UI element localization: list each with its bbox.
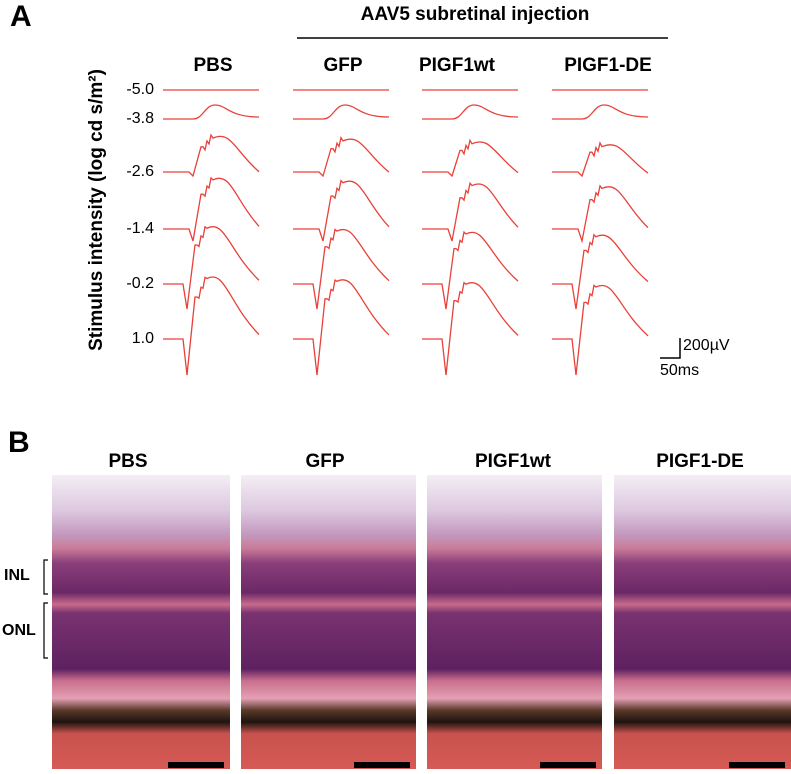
erg-trace [422, 138, 519, 178]
panel-label: A [10, 0, 32, 33]
histology-image [427, 475, 602, 769]
intensity-label: -2.6 [126, 163, 154, 180]
histology-image [614, 475, 791, 769]
scale-amplitude: 200µV [683, 337, 730, 354]
erg-trace [293, 278, 390, 376]
erg-trace [422, 281, 519, 376]
layer-label: INL [4, 567, 30, 584]
erg-trace [422, 230, 519, 310]
scale-bar [729, 762, 785, 768]
y-axis-title: Stimulus intensity (log cd s/m²) [86, 69, 107, 351]
intensity-label: -1.4 [126, 220, 154, 237]
erg-trace [293, 228, 390, 310]
column-header: PBS [193, 55, 232, 76]
erg-trace [163, 276, 260, 376]
histology-image [241, 475, 416, 769]
column-header: PIGF1-DE [564, 55, 652, 76]
layer-label: ONL [2, 622, 36, 639]
scale-bar [540, 762, 596, 768]
image-header: PBS [108, 451, 147, 472]
panel-label: B [8, 426, 30, 459]
group-label: AAV5 subretinal injection [361, 4, 590, 25]
erg-trace [293, 104, 390, 120]
scale-time: 50ms [660, 362, 699, 379]
intensity-label: 1.0 [132, 330, 154, 347]
scale-bar [168, 762, 224, 768]
intensity-label: -5.0 [126, 81, 154, 98]
erg-trace [552, 284, 649, 376]
intensity-label: -0.2 [126, 275, 154, 292]
column-header: PIGF1wt [419, 55, 496, 76]
image-header: PIGF1wt [475, 451, 552, 472]
erg-trace [552, 141, 649, 178]
erg-trace [552, 104, 649, 120]
image-header: PIGF1-DE [656, 451, 744, 472]
erg-trace [552, 184, 649, 244]
intensity-label: -3.8 [126, 110, 154, 127]
erg-trace [552, 233, 649, 310]
histology-image [52, 475, 230, 769]
layer-bracket [43, 559, 48, 659]
erg-trace [163, 225, 260, 310]
erg-trace [163, 133, 260, 178]
scale-bar [354, 762, 410, 768]
column-header: GFP [323, 55, 362, 76]
erg-trace [422, 104, 519, 120]
erg-trace [422, 181, 519, 242]
erg-trace [293, 179, 390, 242]
scale-bar [660, 338, 681, 359]
image-header: GFP [305, 451, 344, 472]
erg-trace [293, 135, 390, 178]
erg-trace [163, 176, 260, 242]
erg-trace [163, 104, 260, 120]
